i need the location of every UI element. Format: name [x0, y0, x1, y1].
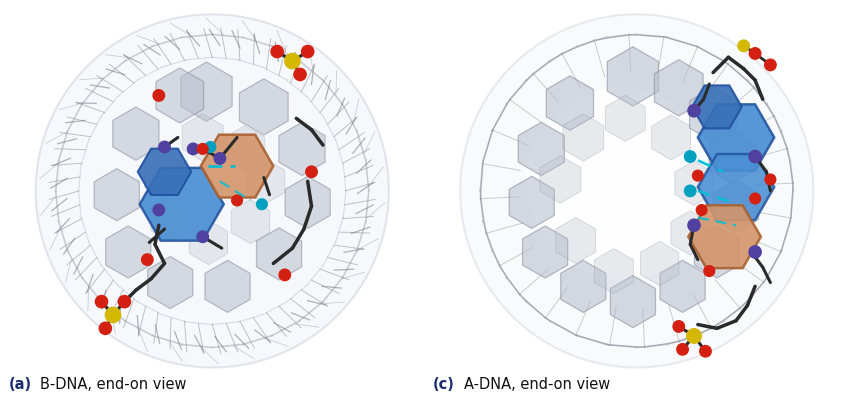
Circle shape [673, 321, 684, 332]
Circle shape [301, 45, 314, 58]
Circle shape [693, 170, 703, 181]
Circle shape [153, 204, 165, 216]
Ellipse shape [460, 14, 813, 368]
Polygon shape [239, 79, 288, 135]
Circle shape [688, 105, 700, 117]
Polygon shape [156, 68, 204, 123]
Circle shape [232, 195, 243, 206]
Polygon shape [523, 226, 568, 278]
Polygon shape [509, 176, 554, 228]
Polygon shape [640, 241, 679, 286]
Polygon shape [151, 198, 189, 242]
Polygon shape [607, 47, 659, 106]
Circle shape [750, 193, 761, 204]
Circle shape [197, 231, 209, 242]
Polygon shape [605, 95, 645, 142]
Polygon shape [713, 180, 758, 232]
Polygon shape [689, 87, 737, 142]
Circle shape [696, 205, 707, 215]
Polygon shape [675, 161, 713, 205]
Circle shape [99, 322, 111, 334]
Polygon shape [140, 168, 223, 241]
Circle shape [279, 269, 290, 281]
Polygon shape [709, 130, 756, 183]
Text: (c): (c) [433, 377, 455, 392]
Ellipse shape [526, 88, 717, 279]
Polygon shape [205, 260, 250, 312]
Circle shape [271, 45, 284, 58]
Circle shape [294, 68, 306, 81]
Circle shape [306, 166, 318, 178]
Polygon shape [547, 76, 593, 130]
Ellipse shape [36, 14, 389, 368]
Polygon shape [144, 153, 184, 199]
Polygon shape [189, 220, 228, 265]
Circle shape [205, 142, 216, 152]
Circle shape [95, 295, 108, 308]
Circle shape [749, 246, 762, 258]
Circle shape [687, 329, 701, 343]
Text: A-DNA, end-on view: A-DNA, end-on view [464, 377, 610, 392]
Circle shape [105, 308, 121, 322]
Circle shape [214, 153, 226, 164]
Polygon shape [692, 85, 742, 128]
Circle shape [153, 90, 165, 101]
Circle shape [688, 219, 700, 232]
Polygon shape [246, 159, 285, 203]
Polygon shape [94, 168, 139, 221]
Text: B-DNA, end-on view: B-DNA, end-on view [40, 377, 187, 392]
Polygon shape [610, 276, 655, 328]
Circle shape [256, 199, 267, 210]
Circle shape [738, 40, 750, 51]
Circle shape [159, 141, 171, 153]
Polygon shape [148, 256, 193, 309]
Polygon shape [256, 228, 301, 280]
Polygon shape [113, 107, 159, 160]
Polygon shape [556, 217, 596, 264]
Polygon shape [225, 126, 265, 172]
Polygon shape [563, 114, 604, 161]
Circle shape [765, 174, 776, 185]
Polygon shape [671, 211, 710, 255]
Circle shape [142, 254, 153, 265]
Circle shape [197, 144, 208, 154]
Polygon shape [689, 205, 761, 268]
Polygon shape [698, 105, 774, 171]
Circle shape [684, 185, 696, 197]
Polygon shape [279, 122, 325, 176]
Circle shape [700, 346, 711, 357]
Polygon shape [231, 199, 270, 244]
Polygon shape [694, 226, 739, 278]
Polygon shape [181, 62, 232, 121]
Text: (a): (a) [8, 377, 31, 392]
Circle shape [765, 59, 776, 71]
Circle shape [684, 151, 696, 162]
Polygon shape [201, 135, 273, 198]
Polygon shape [183, 114, 223, 161]
Polygon shape [138, 149, 191, 195]
Polygon shape [652, 115, 690, 160]
Polygon shape [698, 154, 774, 220]
Circle shape [284, 54, 300, 69]
Circle shape [749, 150, 762, 163]
Polygon shape [594, 249, 633, 293]
Polygon shape [540, 156, 581, 203]
Circle shape [750, 48, 761, 59]
Polygon shape [106, 226, 151, 278]
Polygon shape [660, 260, 706, 312]
Circle shape [188, 143, 199, 155]
Polygon shape [560, 260, 606, 312]
Circle shape [118, 295, 131, 308]
Polygon shape [285, 176, 330, 228]
Circle shape [677, 344, 689, 355]
Polygon shape [655, 60, 703, 116]
Circle shape [704, 266, 715, 276]
Polygon shape [518, 122, 565, 176]
